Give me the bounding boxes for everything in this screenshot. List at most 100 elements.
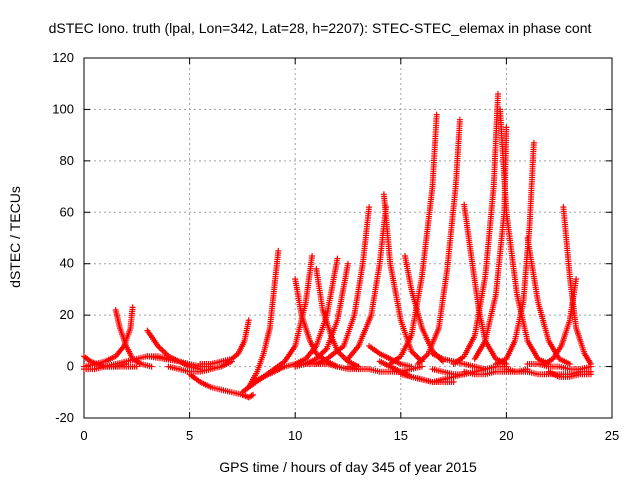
data-point <box>366 366 381 375</box>
data-point <box>556 355 571 367</box>
data-point <box>271 364 286 375</box>
data-point <box>81 353 92 364</box>
data-point <box>559 317 573 347</box>
data-point <box>380 191 393 265</box>
y-tick-label: 80 <box>60 153 74 168</box>
data-point <box>271 250 282 293</box>
data-point <box>472 337 489 361</box>
data-point <box>366 343 381 356</box>
data-point <box>260 369 276 380</box>
data-point <box>324 317 341 350</box>
data-point <box>376 204 389 265</box>
data-point <box>113 343 128 358</box>
data-point <box>490 91 501 188</box>
data-point <box>245 392 255 401</box>
data-point <box>165 363 180 372</box>
series-track <box>524 361 594 373</box>
data-point <box>304 343 320 361</box>
data-point <box>121 325 134 347</box>
data-point <box>254 352 266 375</box>
series-track <box>560 204 594 367</box>
data-point <box>144 327 160 348</box>
series-track <box>81 363 140 373</box>
data-point <box>398 332 415 358</box>
data-point <box>581 350 593 366</box>
data-point <box>482 364 497 373</box>
data-point <box>482 291 499 342</box>
series-track <box>366 343 415 370</box>
data-point <box>368 260 383 316</box>
data-point <box>260 327 273 357</box>
data-point <box>504 337 518 361</box>
series-track <box>524 235 573 367</box>
series-track <box>497 106 552 367</box>
data-point <box>292 361 299 367</box>
series-track <box>471 124 510 362</box>
x-tick-label: 5 <box>186 428 193 443</box>
data-point <box>461 369 476 378</box>
data-point <box>526 139 537 226</box>
data-point <box>472 273 489 337</box>
data-point <box>416 350 432 366</box>
data-point <box>281 344 297 365</box>
data-point <box>345 355 351 362</box>
data-point <box>524 235 541 304</box>
data-point <box>275 247 282 254</box>
data-point <box>314 345 330 361</box>
data-point <box>493 209 508 296</box>
y-tick-label: 40 <box>60 256 74 271</box>
data-point <box>376 358 392 369</box>
data-point <box>387 355 402 367</box>
series-track <box>186 371 256 401</box>
series-track <box>414 116 463 367</box>
data-point <box>103 353 119 364</box>
data-point <box>429 111 440 188</box>
data-point <box>239 385 251 396</box>
data-point <box>298 312 313 342</box>
series-track <box>429 350 489 373</box>
data-point <box>467 247 482 311</box>
x-tick-label: 20 <box>499 428 513 443</box>
series-track <box>503 366 594 378</box>
series-track <box>250 361 299 385</box>
data-point <box>503 209 520 296</box>
plot-frame <box>83 57 613 419</box>
data-point <box>587 363 594 370</box>
data-point <box>535 299 552 342</box>
data-point <box>503 366 518 375</box>
data-point <box>387 260 404 322</box>
data-point <box>418 363 425 370</box>
data-point <box>197 379 212 390</box>
data-point <box>429 350 445 361</box>
data-point <box>245 317 252 324</box>
series-track <box>239 247 282 396</box>
data-point <box>461 201 474 252</box>
y-tick-label: 60 <box>60 204 74 219</box>
chart-title: dSTEC Iono. truth (lpal, Lon=342, Lat=28… <box>49 20 592 36</box>
data-point <box>501 124 510 214</box>
data-point <box>408 273 425 337</box>
data-point <box>148 363 155 370</box>
data-point <box>512 299 527 342</box>
y-tick-label: 120 <box>52 50 74 65</box>
series-track <box>387 111 440 367</box>
data-point <box>482 183 497 278</box>
data-point <box>462 332 478 358</box>
data-point <box>351 260 366 316</box>
data-series <box>81 91 594 401</box>
data-point <box>241 319 252 344</box>
data-point <box>154 343 170 358</box>
series-track <box>380 191 425 365</box>
data-point <box>266 288 277 331</box>
data-point <box>426 325 442 355</box>
x-tick-label: 0 <box>80 428 87 443</box>
data-point <box>461 361 476 370</box>
data-point <box>452 116 463 188</box>
data-point <box>250 374 265 385</box>
data-point <box>112 307 123 329</box>
x-tick-label: 10 <box>288 428 302 443</box>
data-point <box>494 355 510 367</box>
data-point <box>346 343 362 361</box>
data-point <box>228 358 235 365</box>
